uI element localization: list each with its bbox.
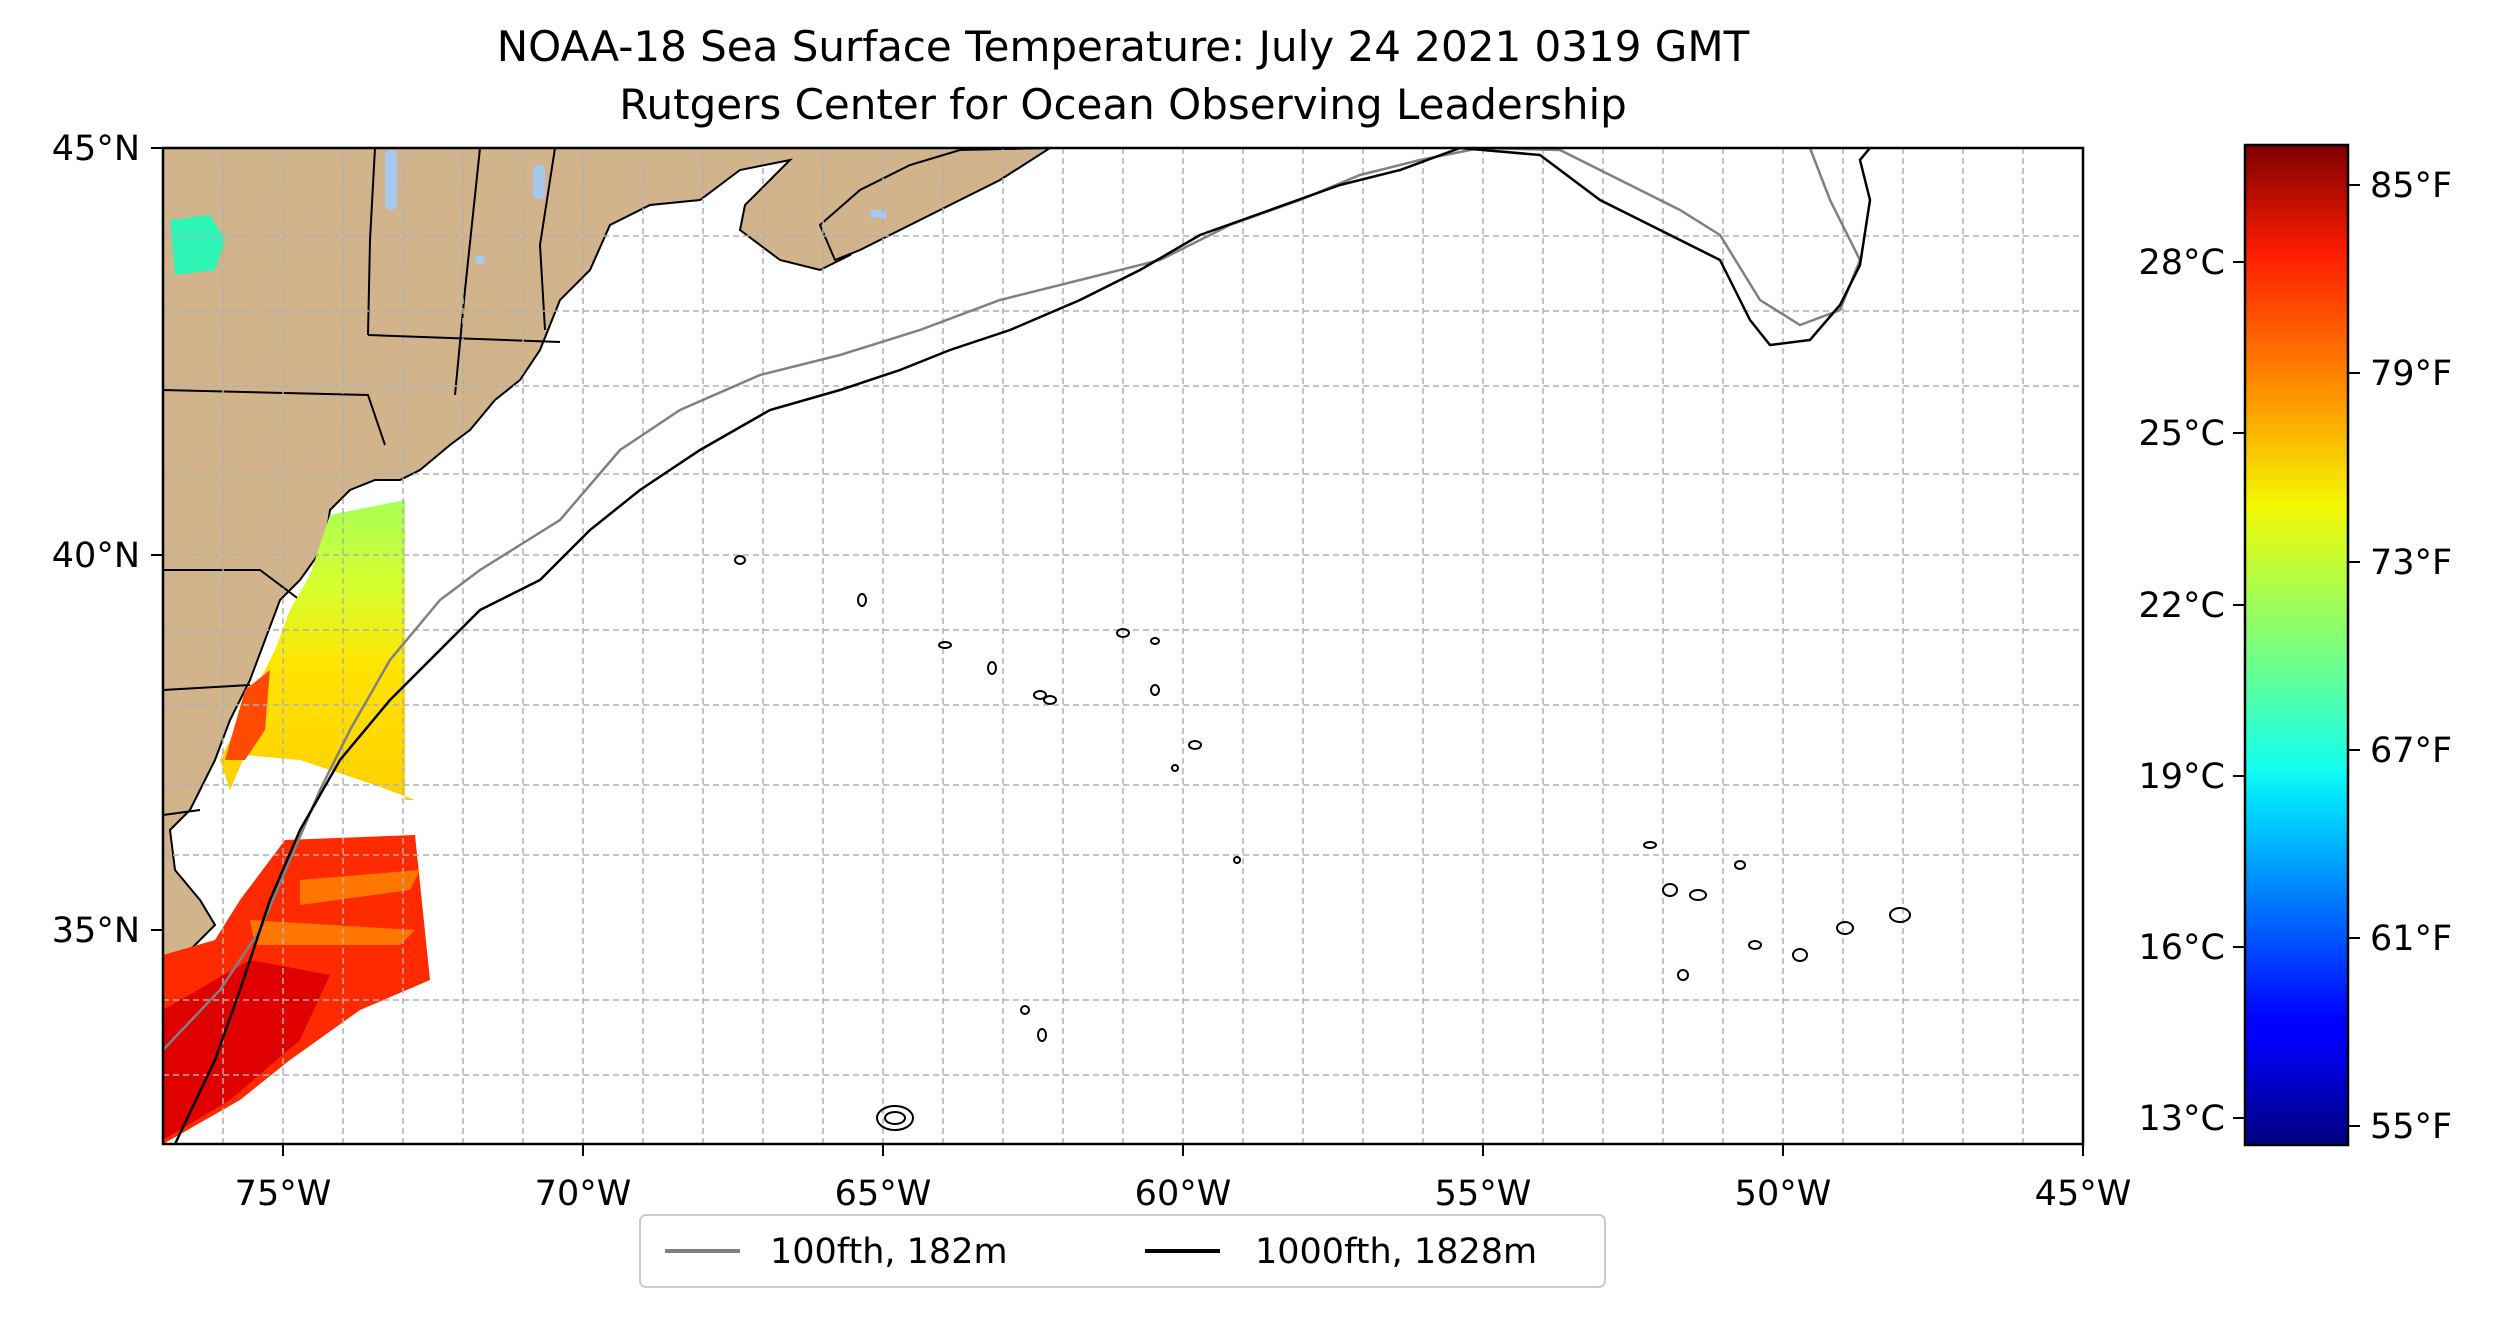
x-tick-label: 60°W xyxy=(1135,1174,1232,1214)
colorbar-celsius-label: 16°C xyxy=(2139,928,2225,968)
sst-swath-north xyxy=(220,500,415,800)
x-tick-marks xyxy=(151,147,2084,1156)
colorbar-celsius-label: 13°C xyxy=(2139,1099,2225,1139)
contour-1000fth xyxy=(173,148,1872,1144)
colorbar: 28°C 25°C 22°C 19°C 16°C 13°C 85°F 79°F … xyxy=(2139,143,2452,1147)
nova-scotia xyxy=(818,148,1052,262)
x-tick-label: 55°W xyxy=(1435,1174,1532,1214)
x-tick-label: 65°W xyxy=(835,1174,932,1214)
y-tick-label: 45°N xyxy=(52,129,140,169)
x-tick-label: 50°W xyxy=(1735,1174,1832,1214)
sst-inland-patch xyxy=(170,215,225,275)
colorbar-fahrenheit-label: 85°F xyxy=(2370,166,2452,206)
y-tick-label: 40°N xyxy=(52,536,140,576)
land-mass xyxy=(163,148,1051,976)
colorbar-fahrenheit-label: 55°F xyxy=(2370,1107,2452,1147)
legend-label-1000fth: 1000fth, 1828m xyxy=(1255,1232,1537,1272)
colorbar-fahrenheit-label: 79°F xyxy=(2370,354,2452,394)
colorbar-celsius-label: 25°C xyxy=(2139,414,2225,454)
x-tick-label: 45°W xyxy=(2035,1174,2132,1214)
y-tick-label: 35°N xyxy=(52,911,140,951)
sst-warm-bay xyxy=(225,670,270,760)
colorbar-celsius-label: 28°C xyxy=(2139,243,2225,283)
seamount-contours xyxy=(734,555,1911,1131)
map-subtitle: Rutgers Center for Ocean Observing Leade… xyxy=(619,80,1627,129)
colorbar-fahrenheit-label: 67°F xyxy=(2370,731,2452,771)
state-boundaries xyxy=(163,148,561,816)
map-title: NOAA-18 Sea Surface Temperature: July 24… xyxy=(496,22,1750,71)
lakes xyxy=(385,150,886,265)
sst-orange-streaks xyxy=(250,870,420,945)
legend-label-100fth: 100fth, 182m xyxy=(770,1232,1008,1272)
x-tick-label: 70°W xyxy=(535,1174,632,1214)
colorbar-celsius-label: 19°C xyxy=(2139,757,2225,797)
colorbar-fahrenheit-label: 61°F xyxy=(2370,919,2452,959)
contour-100fth xyxy=(163,148,1862,1051)
colorbar-celsius-label: 22°C xyxy=(2139,586,2225,626)
x-tick-label: 75°W xyxy=(235,1174,332,1214)
colorbar-fahrenheit-label: 73°F xyxy=(2370,543,2452,583)
legend: 100fth, 182m 1000fth, 1828m xyxy=(639,1214,1606,1288)
